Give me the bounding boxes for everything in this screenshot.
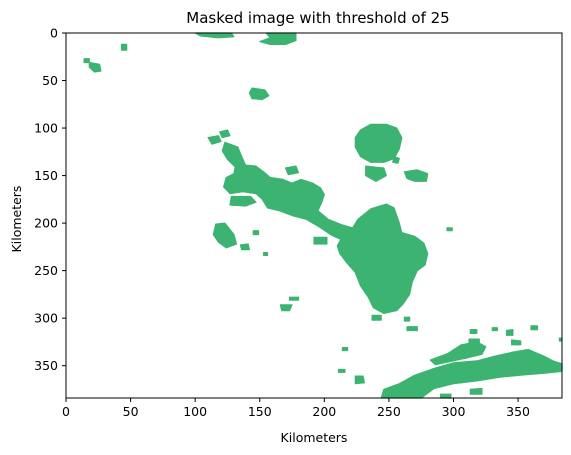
- mask-region-patch-282: [288, 296, 300, 301]
- mask-region-patch-300: [371, 314, 382, 321]
- x-tick-label: 150: [248, 404, 272, 419]
- y-axis-title: Kilometers: [9, 186, 24, 253]
- x-axis-title: Kilometers: [281, 430, 348, 445]
- plot-frame: [65, 32, 563, 399]
- x-tick-label: 300: [442, 404, 466, 419]
- mask-region-speck-bottom-d: [468, 338, 480, 345]
- mask-region-patch-330: [341, 347, 349, 352]
- x-tick-label: 0: [62, 404, 70, 419]
- mask-region-bottom-right-arm: [452, 365, 514, 384]
- y-tick-label: 0: [50, 26, 58, 41]
- mask-region-top-left-speck-b: [88, 61, 102, 73]
- mask-region-right-small-blob-b: [403, 169, 429, 182]
- chart-title: Masked image with threshold of 25: [186, 9, 449, 27]
- mask-region-west-speckle: [212, 222, 238, 249]
- mask-region-central-mass: [336, 203, 429, 314]
- mask-region-speck-bottom-g: [511, 339, 522, 346]
- mask-region-top-left-speck-a: [83, 58, 90, 64]
- mask-region-right-small-blob-c: [392, 156, 400, 164]
- y-tick-label: 300: [34, 311, 58, 326]
- y-tick-label: 50: [42, 73, 58, 88]
- mask-region-west-speckle-c: [252, 230, 260, 236]
- mask-region-patch-230: [263, 252, 269, 256]
- mask-region-speck-bottom-f: [530, 325, 539, 331]
- x-tick-label: 50: [123, 404, 139, 419]
- y-axis: 0 50 100 150 200 250 300 350: [34, 26, 66, 373]
- x-tick-label: 350: [506, 404, 530, 419]
- x-tick-label: 250: [377, 404, 401, 419]
- mask-region-speck-bottom-e: [505, 329, 514, 336]
- mask-region-patch-205: [446, 227, 453, 232]
- x-tick-label: 200: [312, 404, 336, 419]
- mask-region-speck-bottom-i: [469, 387, 483, 395]
- mask-region-speck-bottom-l: [491, 327, 498, 332]
- mask-region-right-small-blob-a: [365, 165, 387, 182]
- mask-region-speck-bottom-c: [406, 326, 418, 332]
- y-tick-label: 150: [34, 168, 58, 183]
- mask-region-top-strip-right: [259, 32, 297, 46]
- mask-region-small-left-patch-a: [207, 135, 222, 145]
- mask-regions: [83, 32, 563, 399]
- mask-region-west-speckle-b: [239, 243, 250, 251]
- y-tick-label: 200: [34, 216, 58, 231]
- mask-region-top-right-of-arm: [285, 165, 300, 176]
- mask-region-speck-bottom-a: [337, 368, 346, 373]
- mask-region-speck-bottom-b: [354, 375, 365, 385]
- mask-region-speck-bottom-k: [469, 329, 478, 334]
- plot-area: [65, 32, 563, 399]
- mask-region-bottom-right-upper: [429, 341, 487, 366]
- mask-region-top-left-speck-c: [120, 43, 128, 51]
- y-tick-label: 350: [34, 358, 58, 373]
- mask-region-speck-bottom-j: [440, 393, 452, 399]
- mask-region-northwest-lobe: [229, 195, 257, 207]
- mask-region-patch-290: [279, 304, 293, 312]
- y-tick-label: 100: [34, 121, 58, 136]
- x-tick-label: 100: [183, 404, 207, 419]
- mask-region-small-left-patch-b: [219, 129, 231, 139]
- y-tick-label: 250: [34, 263, 58, 278]
- mask-region-patch-215: [313, 236, 328, 245]
- mask-region-blob-65: [248, 87, 270, 101]
- x-axis: 0 50 100 150 200 250 300 350: [62, 398, 530, 419]
- mask-region-patch-305: [403, 316, 411, 322]
